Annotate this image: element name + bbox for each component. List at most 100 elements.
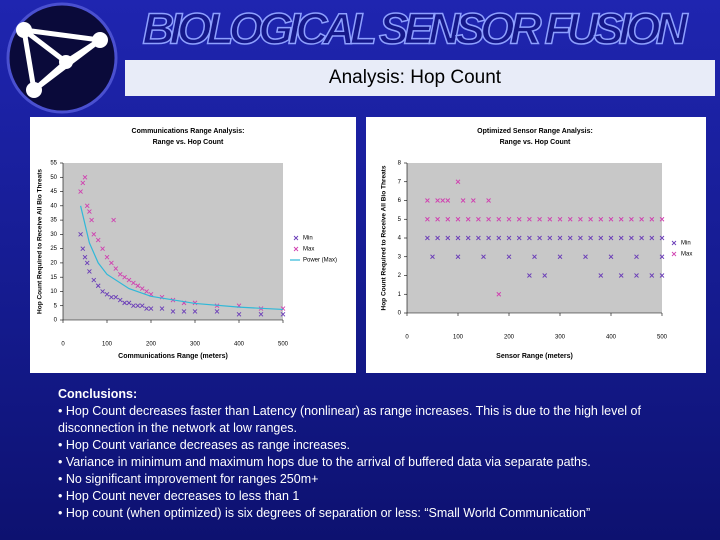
y-tick-label: 7 (398, 179, 402, 185)
point (80, 246, 86, 251)
y-tick-label: 6 (398, 198, 402, 204)
point (649, 216, 655, 222)
point (476, 235, 481, 241)
point (84, 260, 90, 266)
point (135, 283, 141, 289)
point (634, 254, 639, 260)
point (598, 273, 604, 278)
point (455, 179, 461, 185)
y-tick-label: 45 (50, 189, 57, 195)
y-tick-label: 3 (398, 254, 402, 260)
point (496, 216, 502, 222)
point (258, 311, 264, 317)
point (80, 180, 86, 186)
point (214, 309, 220, 314)
plot-area (407, 163, 662, 313)
point (557, 235, 563, 241)
x-tick-label: 400 (234, 342, 245, 348)
y-tick-label: 35 (50, 218, 57, 224)
point (455, 216, 461, 222)
point (236, 311, 242, 317)
point (506, 254, 512, 260)
point (82, 174, 88, 180)
point (87, 209, 92, 214)
y-tick-label: 4 (398, 236, 402, 242)
legend-label: Min (681, 241, 691, 247)
point (659, 216, 665, 222)
y-tick-label: 5 (398, 217, 402, 223)
point (557, 254, 563, 260)
point (659, 235, 665, 241)
point (113, 266, 119, 271)
point (435, 235, 440, 241)
x-tick-label: 300 (190, 342, 201, 348)
y-tick-label: 10 (50, 289, 57, 295)
point (104, 254, 110, 260)
y-axis-title: Hop Count Required to Receive All Bio Th… (37, 169, 44, 314)
point (95, 283, 101, 289)
conclusion-item: • Hop Count decreases faster than Latenc… (58, 404, 641, 435)
point (537, 216, 542, 222)
x-tick-label: 200 (146, 342, 157, 348)
point (117, 272, 123, 277)
point (527, 216, 532, 222)
point (117, 297, 123, 303)
point (440, 198, 446, 203)
point (649, 273, 655, 278)
point (78, 232, 83, 237)
point (542, 273, 548, 278)
point (131, 303, 136, 309)
point (527, 235, 532, 241)
y-tick-label: 0 (54, 318, 58, 324)
point (91, 277, 97, 283)
chart-subtitle: Range vs. Hop Count (500, 139, 571, 146)
chart-subtitle: Range vs. Hop Count (153, 139, 224, 146)
y-tick-label: 55 (50, 161, 57, 167)
point (425, 216, 430, 222)
x-axis-title: Communications Range (meters) (118, 353, 228, 360)
point (567, 216, 573, 222)
point (139, 303, 145, 309)
legend-label: Power (Max) (303, 258, 337, 264)
slide-title: BIOLOGICAL SENSOR FUSION (143, 5, 689, 54)
y-tick-label: 30 (50, 232, 57, 238)
point (430, 254, 435, 260)
point (567, 235, 573, 241)
x-tick-label: 100 (102, 342, 113, 348)
point (532, 254, 537, 260)
point (506, 216, 512, 222)
point (82, 254, 88, 260)
point (111, 217, 116, 223)
point (100, 289, 105, 294)
legend-marker (293, 235, 299, 241)
point (78, 189, 83, 194)
plot-area (63, 163, 283, 320)
point (608, 254, 614, 260)
point (629, 216, 634, 222)
y-tick-label: 8 (398, 161, 402, 167)
point (126, 300, 132, 306)
y-tick-label: 2 (398, 273, 402, 279)
x-axis-title: Sensor Range (meters) (496, 353, 573, 360)
chart-title: Communications Range Analysis: (132, 128, 245, 135)
y-tick-label: 20 (50, 260, 57, 266)
legend-marker (671, 240, 677, 246)
point (608, 235, 614, 241)
conclusion-item: • No significant improvement for ranges … (58, 472, 319, 486)
point (527, 273, 532, 278)
point (486, 216, 491, 222)
point (516, 235, 522, 241)
point (634, 273, 639, 278)
point (598, 235, 604, 241)
point (192, 309, 198, 314)
point (113, 294, 119, 300)
point (486, 198, 491, 203)
legend-label: Max (303, 247, 314, 253)
point (578, 235, 583, 241)
point (537, 235, 542, 241)
point (91, 232, 97, 237)
point (639, 235, 644, 241)
y-tick-label: 0 (398, 311, 402, 317)
legend-marker (293, 246, 299, 252)
